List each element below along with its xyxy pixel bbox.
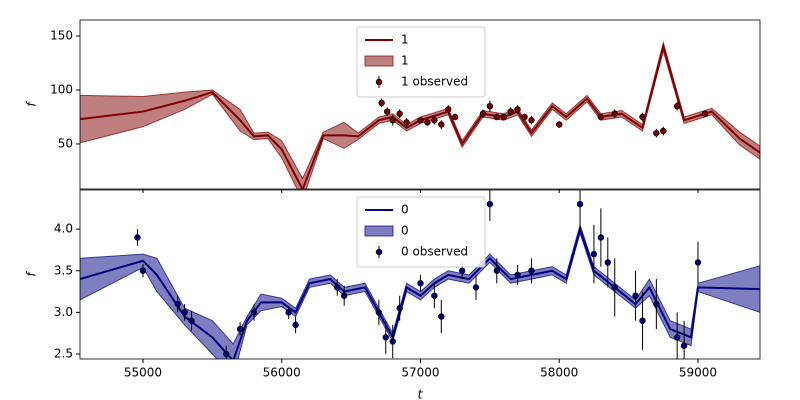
observed-point [694,259,702,266]
legend-marker [375,248,383,256]
observed-point [597,234,605,241]
legend-swatch [364,225,394,237]
observed-point [424,119,431,126]
observed-point [134,234,141,241]
observed-point [382,334,389,341]
observed-point [292,321,299,329]
observed-point [521,113,528,121]
observed-point [611,284,618,291]
observed-point [653,300,660,308]
observed-point [673,102,681,110]
x-tick-label: 55000 [124,366,162,380]
observed-point [378,99,385,107]
observed-point [334,284,341,291]
confidence-band [80,223,760,359]
observed-point [250,309,258,316]
observed-point [528,117,535,124]
observed-point [590,250,598,258]
observed-point [528,267,535,274]
observed-point [680,342,688,349]
observed-point [403,119,410,126]
observed-point [514,271,521,279]
observed-point [486,200,494,208]
observed-point [639,317,646,324]
y-tick-label: 2.5 [54,347,73,361]
y-tick-label: 50 [58,136,73,150]
observed-point [181,309,188,316]
legend-label: 1 observed [401,75,468,89]
legend-label: 0 [401,224,409,238]
observed-point [396,305,403,312]
plot-area [80,40,760,189]
observed-point [396,110,403,117]
observed-point [514,106,521,113]
observed-point [223,350,230,358]
observed-point [632,292,639,299]
observed-point [139,267,147,274]
y-tick-label: 100 [50,82,73,96]
observed-point [445,106,452,113]
observed-point [431,117,438,124]
x-tick-label: 58000 [540,366,578,380]
observed-point [556,121,563,128]
observed-point [188,317,195,324]
y-tick-label: 4.0 [54,222,73,236]
observed-point [472,284,480,291]
legend-label: 0 [401,203,409,217]
observed-point [438,121,445,128]
observed-point [285,309,292,316]
observed-point [438,313,445,320]
legend-label: 1 [401,54,409,68]
y-axis-label: f [25,271,39,277]
observed-point [389,338,396,345]
y-axis-label: f [25,101,39,107]
x-tick-label: 59000 [679,366,717,380]
observed-point [340,292,348,299]
legend-swatch [364,55,394,67]
observed-point [673,334,681,341]
legend-box [356,196,486,268]
legend-label: 1 [401,33,409,47]
observed-point [174,300,181,308]
observed-point [639,113,646,121]
confidence-band [80,40,760,189]
x-tick-label: 57000 [401,366,439,380]
legend: 1 1 1 observed [356,26,486,98]
observed-point [486,102,494,110]
legend-box [356,26,486,98]
observed-point [507,108,514,115]
legend-marker [375,78,383,86]
observed-point [660,127,667,135]
observed-point [417,280,424,287]
observed-point [653,129,660,137]
observed-point [597,113,605,121]
plot-area [80,190,760,359]
observed-point [611,110,618,117]
y-tick-label: 3.0 [54,305,73,319]
y-tick-label: 150 [50,28,73,42]
observed-point [451,113,459,121]
x-tick-label: 56000 [263,366,301,380]
observed-point [389,117,396,124]
observed-point [417,117,424,124]
observed-point [701,110,709,117]
observed-point [383,108,391,115]
legend-label: 0 observed [401,245,468,259]
observed-point [576,200,584,208]
legend: 0 0 0 observed [356,196,486,268]
observed-point [493,113,500,121]
observed-point [375,309,383,316]
x-axis-label: t [418,388,424,400]
observed-point [493,267,500,274]
observed-point [236,325,244,333]
observed-point [431,292,438,299]
observed-point [500,113,507,121]
observed-point [604,259,611,266]
y-tick-label: 3.5 [54,263,73,277]
observed-point [479,110,487,117]
observed-point [458,267,466,274]
